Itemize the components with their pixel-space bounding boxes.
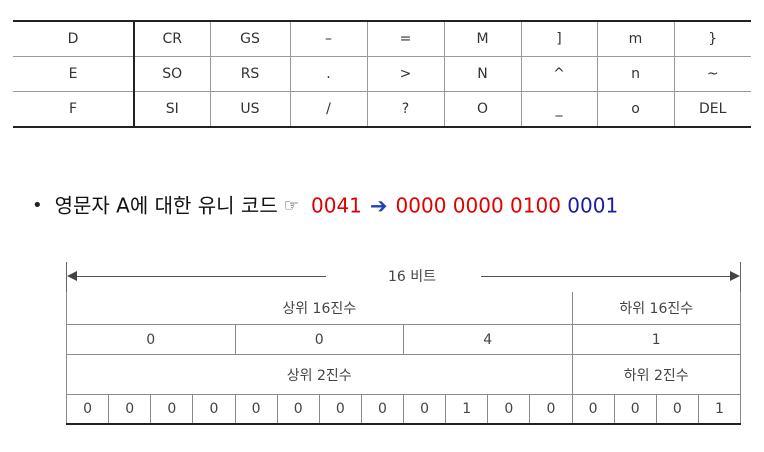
- ascii-cell: /: [289, 91, 367, 128]
- ascii-cell: _: [520, 91, 597, 128]
- hex-digit: 1: [571, 324, 741, 355]
- ascii-cell: m: [596, 20, 674, 57]
- right-arrow-icon: ➔: [369, 193, 388, 218]
- bit-cell: 0: [108, 394, 152, 425]
- binary-code-lower: 0001: [567, 193, 619, 218]
- bit-cell: 0: [655, 394, 699, 425]
- hex-header-row: 상위 16진수 하위 16진수: [66, 292, 741, 325]
- ascii-cell: M: [443, 20, 521, 57]
- upper-bin-label: 상위 2진수: [66, 354, 573, 395]
- lower-hex-label: 하위 16진수: [571, 292, 741, 325]
- arrow-right-icon: [730, 271, 740, 281]
- hex-code: 0041: [311, 193, 362, 218]
- unicode-example-line: • 영문자 A에 대한 유니 코드 ☞ 0041 ➔ 0000 0000 0100 000…: [32, 189, 618, 219]
- ascii-cell: ^: [520, 56, 597, 92]
- bit-cell: 0: [318, 394, 362, 425]
- bit-span-indicator: 16 비트: [66, 262, 741, 292]
- ascii-cell: }: [673, 20, 751, 57]
- lower-bin-label: 하위 2진수: [571, 354, 741, 395]
- ascii-cell: RS: [209, 56, 290, 92]
- hex-digit: 0: [66, 324, 236, 355]
- ascii-cell: ]: [520, 20, 597, 57]
- ascii-cell: D: [13, 20, 134, 57]
- bit-cell: 0: [571, 394, 615, 425]
- span-line-left: [72, 276, 326, 277]
- ascii-cell: N: [443, 56, 521, 92]
- bit-cell: 1: [445, 394, 489, 425]
- bit-cell: 0: [234, 394, 278, 425]
- bit-cell: 0: [150, 394, 194, 425]
- ascii-cell: n: [596, 56, 674, 92]
- bit-cell: 0: [529, 394, 573, 425]
- ascii-cell: SO: [133, 56, 210, 92]
- ascii-row: D CR GS – = M ] m }: [13, 20, 751, 57]
- ascii-cell: o: [596, 91, 674, 128]
- arrow-left-icon: [67, 271, 77, 281]
- hex-digit: 0: [234, 324, 404, 355]
- bullet-icon: •: [32, 194, 43, 216]
- bit-cell: 0: [360, 394, 405, 425]
- ascii-cell: SI: [133, 91, 210, 128]
- binary-code-upper: 0000 0000 0100: [395, 193, 561, 218]
- bit-cell: 0: [65, 394, 110, 425]
- span-tick-left: [66, 262, 67, 292]
- ascii-cell: US: [209, 91, 290, 128]
- bit-diagram: 16 비트 상위 16진수 하위 16진수 0 0 4 1 상위 2진수 하위 …: [65, 262, 742, 426]
- unicode-label: 영문자 A에 대한 유니 코드: [54, 193, 278, 218]
- bit-table: 상위 16진수 하위 16진수 0 0 4 1 상위 2진수 하위 2진수 0 …: [65, 292, 742, 425]
- ascii-cell: CR: [133, 20, 210, 57]
- bit-cell: 0: [192, 394, 236, 425]
- bit-cell: 0: [276, 394, 320, 425]
- ascii-row: E SO RS . > N ^ n ~: [13, 56, 751, 92]
- ascii-cell: GS: [209, 20, 290, 57]
- ascii-cell: ?: [366, 91, 444, 128]
- bit-span-label: 16 비트: [387, 269, 437, 285]
- pointing-hand-icon: ☞: [283, 195, 299, 216]
- ascii-row: F SI US / ? O _ o DEL: [13, 91, 751, 128]
- bit-cell: 1: [697, 394, 742, 425]
- upper-hex-label: 상위 16진수: [66, 292, 573, 325]
- ascii-cell: E: [13, 56, 134, 92]
- binary-header-row: 상위 2진수 하위 2진수: [66, 354, 741, 395]
- ascii-table: D CR GS – = M ] m } E SO RS . > N ^ n ~ …: [13, 20, 751, 128]
- ascii-cell: –: [289, 20, 367, 57]
- bit-cell: 0: [613, 394, 657, 425]
- ascii-cell: =: [366, 20, 444, 57]
- ascii-cell: ~: [673, 56, 751, 92]
- hex-digit: 4: [403, 324, 573, 355]
- ascii-cell: DEL: [673, 91, 751, 128]
- span-tick-right: [740, 262, 741, 292]
- ascii-cell: .: [289, 56, 367, 92]
- bit-cell: 0: [402, 394, 447, 425]
- bit-cell: 0: [487, 394, 531, 425]
- ascii-cell: >: [366, 56, 444, 92]
- span-line-right: [481, 276, 735, 277]
- ascii-cell: O: [443, 91, 521, 128]
- ascii-cell: F: [13, 91, 134, 128]
- hex-digit-row: 0 0 4 1: [66, 324, 741, 355]
- bit-row: 0 0 0 0 0 0 0 0 0 1 0 0 0 0 0 1: [65, 394, 742, 425]
